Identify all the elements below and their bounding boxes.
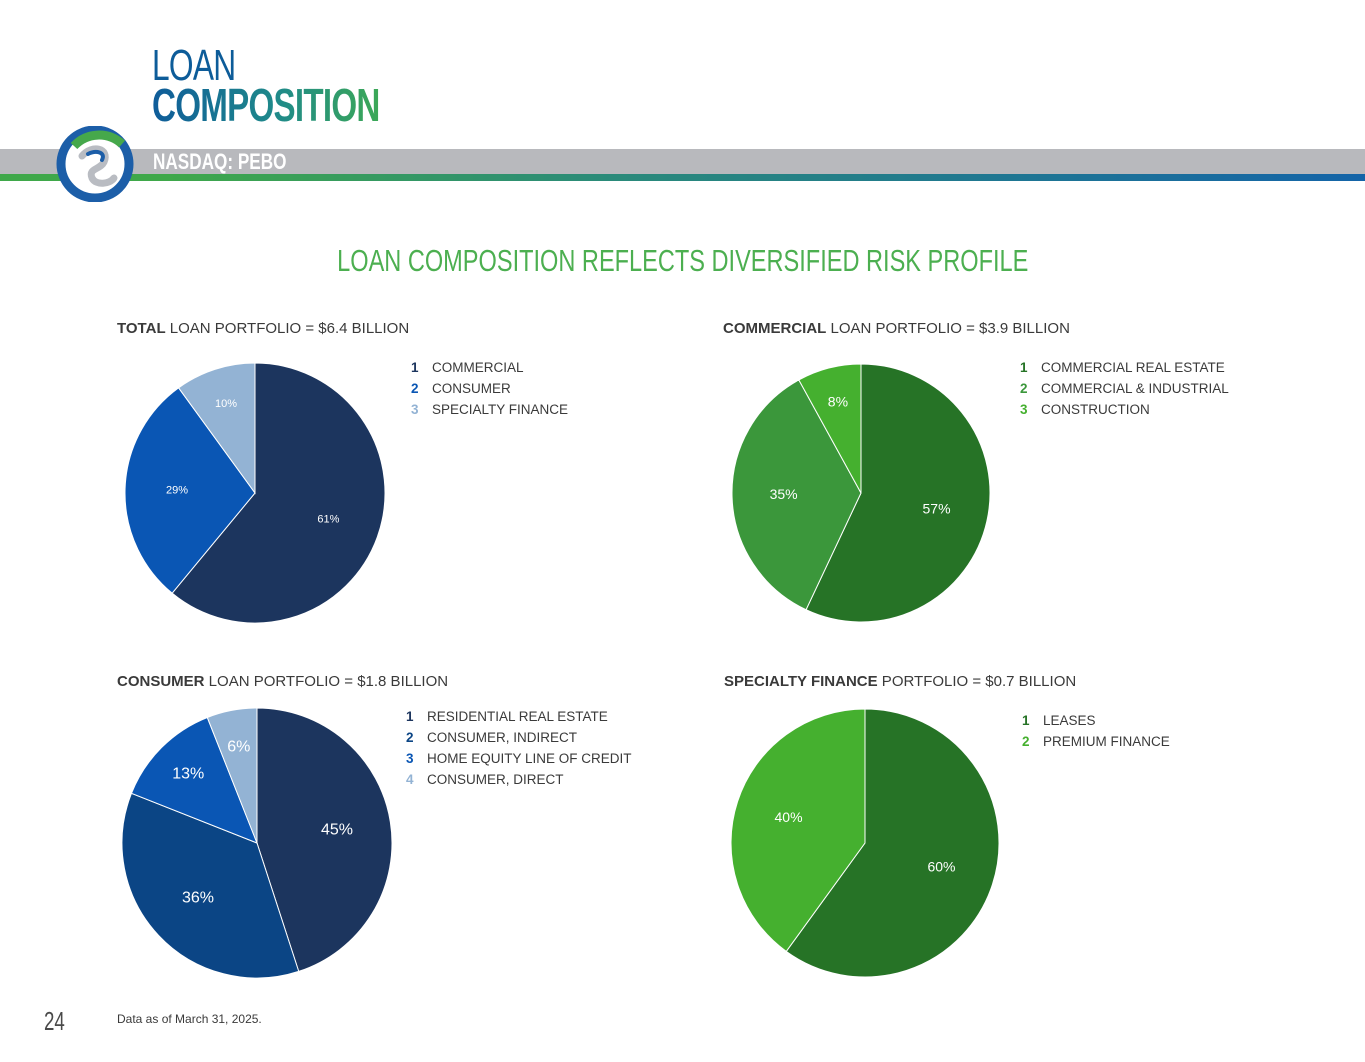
pie-slice-2 (124, 387, 256, 594)
pie-slice-3 (177, 362, 256, 495)
legend-item-label: COMMERCIAL (432, 360, 524, 375)
legend-item: 2 CONSUMER (411, 378, 568, 399)
legend-item: 2 COMMERCIAL & INDUSTRIAL (1020, 378, 1229, 399)
page-title-line1: LOAN (152, 41, 236, 90)
chart-title-specialty: SPECIALTY FINANCE PORTFOLIO = $0.7 BILLI… (724, 673, 1076, 690)
legend-item-label: COMMERCIAL & INDUSTRIAL (1041, 381, 1229, 396)
chart-title-total-rest: LOAN PORTFOLIO = $6.4 BILLION (165, 320, 410, 337)
pie-slice-2 (730, 708, 866, 953)
legend-item-number: 1 (1020, 360, 1028, 375)
pie-data-label-2: 35% (770, 486, 798, 502)
header-band (0, 149, 1365, 174)
chart-title-commercial: COMMERCIAL LOAN PORTFOLIO = $3.9 BILLION (723, 320, 1070, 337)
legend-item-label: CONSUMER, INDIRECT (427, 730, 578, 745)
legend-item-label: PREMIUM FINANCE (1043, 734, 1170, 749)
ticker-label: NASDAQ: PEBO (153, 149, 287, 174)
legend-item: 3 SPECIALTY FINANCE (411, 399, 568, 420)
company-logo-icon (56, 126, 134, 202)
legend-item: 2 CONSUMER, INDIRECT (406, 727, 632, 748)
legend-commercial: 1 COMMERCIAL REAL ESTATE 2 COMMERCIAL & IND… (1020, 357, 1229, 420)
legend-consumer: 1 RESIDENTIAL REAL ESTATE 2 CONSUMER, INDIR… (406, 706, 632, 790)
legend-item: 2 PREMIUM FINANCE (1022, 731, 1170, 752)
pie-data-label-1: 45% (321, 822, 353, 839)
legend-item: 3 HOME EQUITY LINE OF CREDIT (406, 748, 632, 769)
legend-item-number: 1 (406, 709, 414, 724)
chart-title-specialty-bold: SPECIALTY FINANCE (724, 673, 878, 690)
legend-item-label: SPECIALTY FINANCE (432, 402, 569, 417)
legend-item-label: RESIDENTIAL REAL ESTATE (427, 709, 608, 724)
legend-item: 4 CONSUMER, DIRECT (406, 769, 632, 790)
legend-item-label: HOME EQUITY LINE OF CREDIT (427, 751, 632, 766)
pie-slice-2 (731, 379, 862, 611)
pie-data-label-2: 36% (182, 890, 214, 907)
legend-item-number: 2 (406, 730, 414, 745)
section-headline-text: LOAN COMPOSITION REFLECTS DIVERSIFIED RI… (336, 243, 1029, 278)
legend-item: 1 RESIDENTIAL REAL ESTATE (406, 706, 632, 727)
page-number: 24 (44, 1006, 65, 1036)
pie-data-label-2: 29% (166, 484, 188, 496)
pie-slice-4 (206, 707, 258, 844)
legend-item-number: 4 (406, 772, 414, 787)
chart-title-commercial-rest: LOAN PORTFOLIO = $3.9 BILLION (826, 320, 1070, 337)
chart-title-specialty-rest: PORTFOLIO = $0.7 BILLION (877, 673, 1077, 690)
pie-slice-3 (798, 363, 862, 494)
legend-item-number: 2 (411, 381, 419, 396)
legend-item-number: 2 (1022, 734, 1030, 749)
legend-item-number: 3 (406, 751, 414, 766)
chart-title-consumer-bold: CONSUMER (117, 673, 205, 690)
chart-title-consumer-rest: LOAN PORTFOLIO = $1.8 BILLION (204, 673, 449, 690)
page-title-line2: COMPOSITION (152, 79, 380, 131)
legend-item-label: CONSUMER, DIRECT (427, 772, 564, 787)
pie-data-label-3: 13% (172, 765, 204, 782)
legend-item-number: 3 (411, 402, 419, 417)
legend-item-label: CONSUMER (432, 381, 511, 396)
header-stripe (0, 174, 1365, 181)
pie-data-label-1: 60% (927, 859, 955, 875)
pie-data-label-1: 57% (923, 501, 951, 517)
chart-title-consumer: CONSUMER LOAN PORTFOLIO = $1.8 BILLION (117, 673, 448, 690)
legend-item: 1 COMMERCIAL REAL ESTATE (1020, 357, 1229, 378)
pie-data-label-3: 10% (215, 398, 237, 410)
pie-data-label-4: 6% (227, 739, 250, 756)
footnote: Data as of March 31, 2025. (117, 1012, 262, 1026)
pie-slice-1 (805, 363, 991, 623)
legend-item-label: LEASES (1043, 713, 1096, 728)
pie-slice-1 (785, 708, 1000, 978)
legend-specialty: 1 LEASES 2 PREMIUM FINANCE (1022, 710, 1170, 752)
legend-item: 1 COMMERCIAL (411, 357, 568, 378)
pie-data-label-3: 8% (828, 394, 848, 410)
pie-data-label-2: 40% (775, 809, 803, 825)
pie-slice-3 (130, 716, 258, 844)
chart-title-commercial-bold: COMMERCIAL (723, 320, 827, 337)
chart-title-total-bold: TOTAL (117, 320, 166, 337)
legend-item-label: CONSTRUCTION (1041, 402, 1150, 417)
legend-item-number: 3 (1020, 402, 1028, 417)
pie-slice-1 (171, 362, 386, 624)
legend-item: 1 LEASES (1022, 710, 1170, 731)
legend-item: 3 CONSTRUCTION (1020, 399, 1229, 420)
pie-slice-1 (256, 707, 393, 973)
legend-total: 1 COMMERCIAL 2 CONSUMER 3 SPECIALTY FINANCE (411, 357, 568, 420)
legend-item-label: COMMERCIAL REAL ESTATE (1041, 360, 1225, 375)
legend-item-number: 1 (411, 360, 419, 375)
pie-data-label-1: 61% (317, 513, 339, 525)
chart-title-total: TOTAL LOAN PORTFOLIO = $6.4 BILLION (117, 320, 409, 337)
legend-item-number: 1 (1022, 713, 1030, 728)
section-headline: LOAN COMPOSITION REFLECTS DIVERSIFIED RI… (0, 244, 1365, 278)
pie-slice-2 (121, 792, 300, 979)
legend-item-number: 2 (1020, 381, 1028, 396)
